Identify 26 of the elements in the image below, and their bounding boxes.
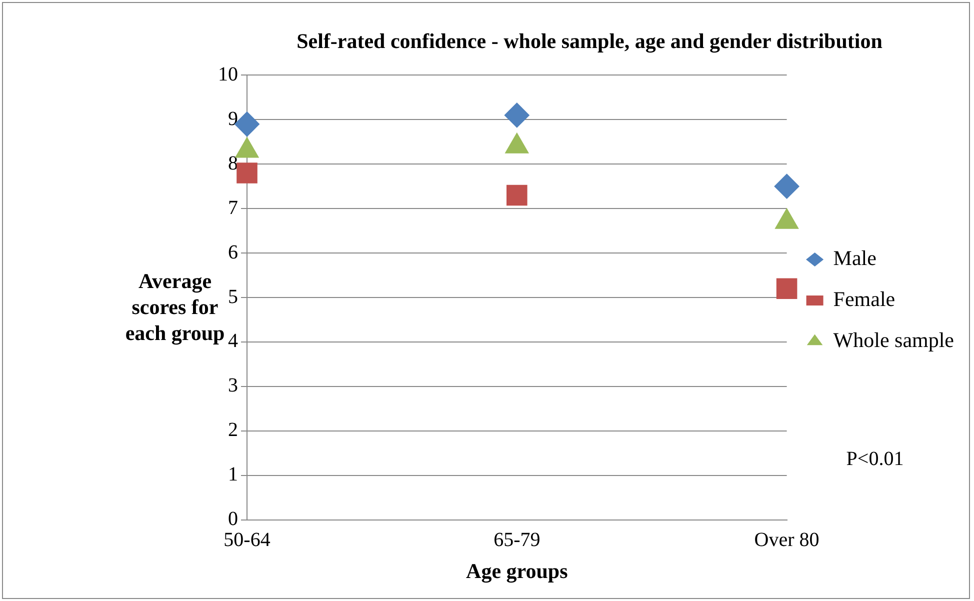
x-tick-label: Over 80 [754, 529, 820, 552]
legend-label: Male [833, 246, 876, 270]
y-tick-label: 0 [228, 508, 238, 530]
point [236, 162, 258, 184]
text: P<0.01 [845, 448, 905, 471]
y-tick-label: 3 [228, 374, 238, 397]
x-tick-label: 65-79 [494, 529, 540, 552]
y-tick-label: 5 [228, 286, 238, 308]
point [504, 102, 530, 128]
y-tick-label: 4 [228, 330, 238, 352]
y-tick-label: 8 [228, 152, 238, 174]
y-tick-label: 6 [228, 241, 238, 264]
point [774, 174, 800, 199]
y-axis-title: Average scores for each group [125, 269, 225, 345]
y-tick-label: 10 [218, 63, 238, 86]
x-axis-title: Age groups [466, 558, 568, 583]
chart-title: Self-rated confidence - whole sample, age and gender distribution [296, 29, 883, 54]
legend-label: Whole sample [833, 328, 954, 352]
point [776, 278, 798, 300]
y-tick-label: 2 [228, 419, 238, 442]
legend-label: Female [833, 287, 896, 312]
y-tick-label: 7 [228, 196, 238, 219]
x-tick-label: 50-64 [224, 529, 270, 552]
y-tick-label: 9 [228, 108, 238, 130]
point [506, 184, 528, 206]
y-tick-label: 1 [228, 464, 238, 486]
